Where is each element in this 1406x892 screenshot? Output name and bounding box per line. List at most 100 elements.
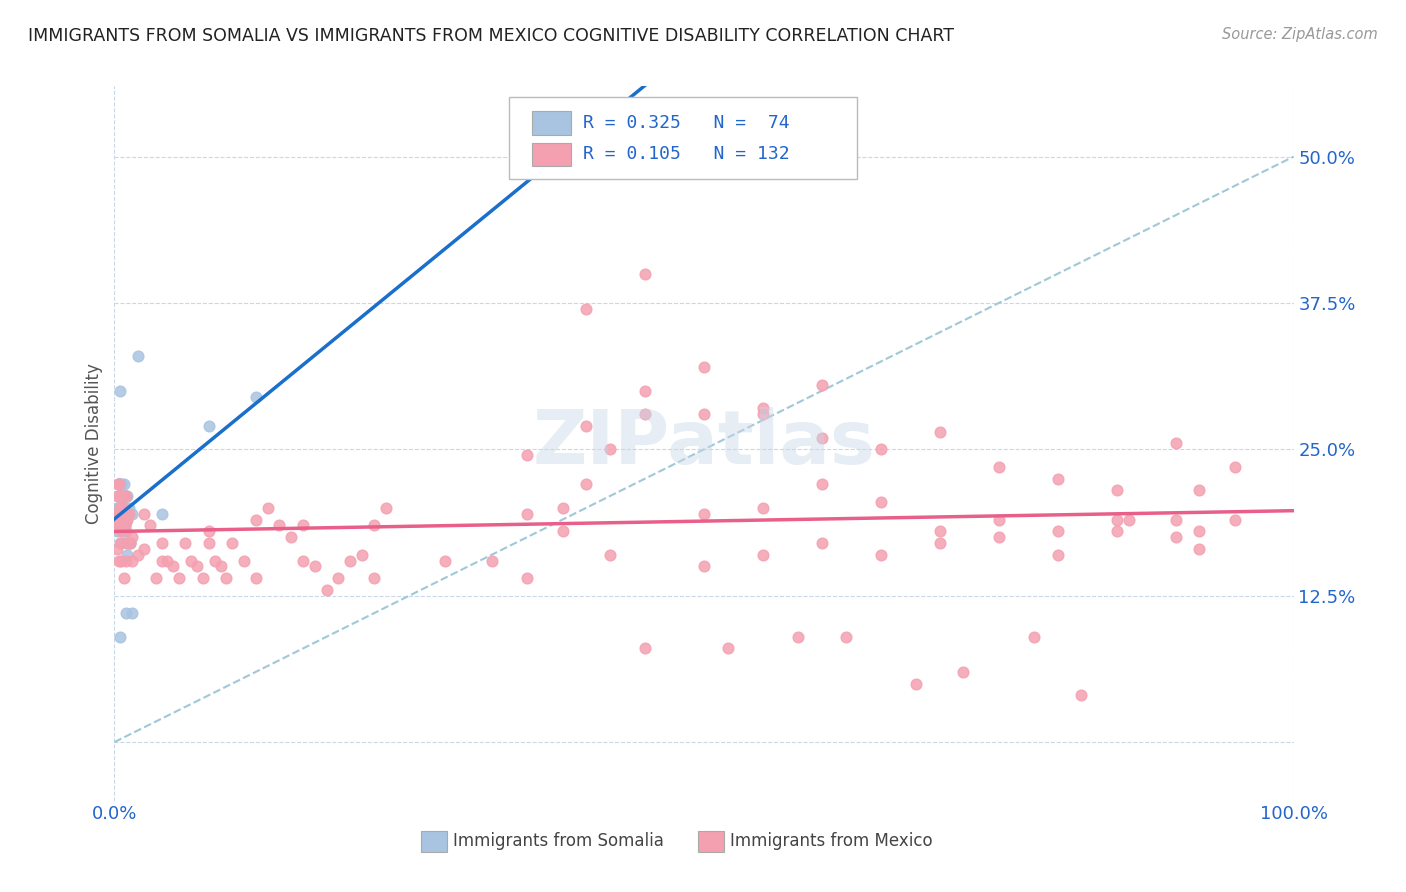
- Point: [150, 507, 173, 521]
- Point: [1105, 513, 1128, 527]
- Point: [1164, 530, 1187, 544]
- Point: [110, 524, 132, 539]
- Point: [110, 507, 132, 521]
- Point: [551, 524, 574, 539]
- Point: [693, 407, 716, 421]
- Text: Immigrants from Mexico: Immigrants from Mexico: [730, 832, 932, 850]
- Point: [374, 500, 396, 515]
- Point: [693, 559, 716, 574]
- Point: [987, 459, 1010, 474]
- Point: [117, 536, 139, 550]
- Point: [105, 513, 128, 527]
- Point: [575, 301, 598, 316]
- Point: [117, 507, 139, 521]
- Point: [1164, 436, 1187, 450]
- Point: [111, 518, 134, 533]
- Point: [108, 477, 131, 491]
- Point: [114, 507, 136, 521]
- Point: [110, 384, 132, 398]
- Point: [292, 553, 315, 567]
- Text: ZIPatlas: ZIPatlas: [533, 407, 876, 480]
- Point: [107, 500, 129, 515]
- Point: [112, 477, 135, 491]
- Point: [110, 518, 132, 533]
- Point: [811, 536, 834, 550]
- Point: [105, 541, 128, 556]
- Point: [1024, 630, 1046, 644]
- Point: [111, 513, 134, 527]
- Point: [110, 507, 132, 521]
- Point: [156, 553, 179, 567]
- Point: [256, 500, 278, 515]
- Text: IMMIGRANTS FROM SOMALIA VS IMMIGRANTS FROM MEXICO COGNITIVE DISABILITY CORRELATI: IMMIGRANTS FROM SOMALIA VS IMMIGRANTS FR…: [28, 27, 955, 45]
- Point: [107, 518, 129, 533]
- Point: [112, 524, 135, 539]
- Point: [269, 518, 291, 533]
- Point: [107, 477, 129, 491]
- Point: [169, 571, 191, 585]
- Point: [215, 571, 238, 585]
- Point: [752, 401, 775, 416]
- Point: [115, 513, 138, 527]
- Point: [114, 507, 136, 521]
- Point: [114, 489, 136, 503]
- Point: [110, 477, 132, 491]
- Point: [870, 442, 893, 457]
- Point: [114, 489, 136, 503]
- Bar: [531, 143, 571, 166]
- Point: [114, 518, 136, 533]
- Point: [752, 548, 775, 562]
- Point: [221, 536, 243, 550]
- Point: [634, 267, 657, 281]
- Point: [716, 641, 738, 656]
- Point: [599, 442, 621, 457]
- Point: [834, 630, 856, 644]
- Point: [111, 513, 134, 527]
- Point: [811, 378, 834, 392]
- Point: [117, 507, 139, 521]
- Point: [516, 571, 538, 585]
- Point: [280, 530, 302, 544]
- Point: [118, 536, 141, 550]
- Point: [1223, 459, 1246, 474]
- Point: [1188, 541, 1211, 556]
- Point: [112, 571, 135, 585]
- Point: [952, 665, 974, 679]
- Point: [599, 548, 621, 562]
- Point: [209, 559, 232, 574]
- Point: [111, 507, 134, 521]
- Bar: [420, 830, 447, 852]
- Point: [987, 530, 1010, 544]
- Point: [112, 513, 135, 527]
- Point: [363, 518, 385, 533]
- Point: [115, 524, 138, 539]
- Point: [575, 418, 598, 433]
- Point: [107, 500, 129, 515]
- Point: [197, 536, 219, 550]
- Point: [811, 477, 834, 491]
- Point: [1188, 524, 1211, 539]
- Point: [197, 524, 219, 539]
- Point: [115, 489, 138, 503]
- Point: [108, 553, 131, 567]
- Point: [108, 477, 131, 491]
- Point: [108, 477, 131, 491]
- Point: [145, 571, 167, 585]
- Point: [132, 507, 155, 521]
- Point: [108, 518, 131, 533]
- Point: [870, 495, 893, 509]
- Point: [117, 548, 139, 562]
- Point: [304, 559, 326, 574]
- Point: [112, 489, 135, 503]
- Point: [233, 553, 256, 567]
- Text: Source: ZipAtlas.com: Source: ZipAtlas.com: [1222, 27, 1378, 42]
- Point: [693, 360, 716, 375]
- Point: [112, 500, 135, 515]
- Point: [110, 630, 132, 644]
- Point: [127, 349, 149, 363]
- Point: [115, 553, 138, 567]
- Text: Immigrants from Somalia: Immigrants from Somalia: [453, 832, 664, 850]
- Y-axis label: Cognitive Disability: Cognitive Disability: [86, 363, 103, 524]
- Point: [112, 489, 135, 503]
- Point: [127, 548, 149, 562]
